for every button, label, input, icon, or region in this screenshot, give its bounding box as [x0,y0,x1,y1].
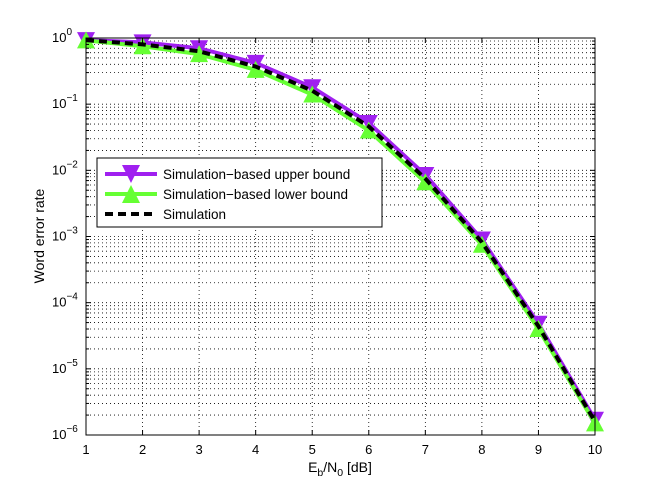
series-marker-1 [303,85,322,103]
legend: Simulation−based upper bound Simulation−… [96,157,383,228]
y-tick-label: 10−1 [52,93,78,111]
y-tick-label: 10−5 [52,358,78,376]
y-axis-label: Word error rate [31,188,47,283]
series-marker-1 [359,121,378,139]
series-marker-1 [190,45,209,63]
legend-label-lower-bound: Simulation−based lower bound [163,187,348,202]
legend-marker-upper-bound [122,165,140,183]
x-axis-label: Eb/N0 [dB] [308,459,372,479]
y-tick-label: 100 [52,27,72,45]
x-tick-label: 5 [309,442,316,457]
x-tick-labels: 1 2 3 4 5 6 7 8 9 10 [82,442,602,457]
legend-entry-upper-bound: Simulation−based upper bound [105,165,350,183]
x-tick-label: 8 [478,442,485,457]
x-tick-label: 6 [365,442,372,457]
series-line-1 [85,38,597,425]
legend-entry-simulation: Simulation [105,207,226,222]
y-tick-label: 10−3 [52,226,78,244]
x-tick-label: 7 [422,442,429,457]
x-tick-label: 3 [195,442,202,457]
legend-marker-lower-bound [122,185,140,203]
series-line-2 [85,38,597,423]
legend-label-upper-bound: Simulation−based upper bound [163,167,350,182]
x-tick-label: 4 [252,442,259,457]
series-marker-1 [416,173,435,191]
y-tick-labels: 100 10−1 10−2 10−3 10−4 10−5 10−6 [52,27,78,442]
x-tick-label: 1 [82,442,89,457]
y-tick-label: 10−6 [52,424,78,442]
series-marker-1 [246,60,265,78]
x-tick-label: 2 [139,442,146,457]
y-tick-label: 10−2 [52,159,78,177]
axis-ticks [85,38,596,435]
y-tick-label: 10−4 [52,292,78,310]
legend-label-simulation: Simulation [163,207,226,222]
legend-entry-lower-bound: Simulation−based lower bound [105,185,348,203]
x-tick-label: 9 [535,442,542,457]
x-tick-label: 10 [588,442,602,457]
